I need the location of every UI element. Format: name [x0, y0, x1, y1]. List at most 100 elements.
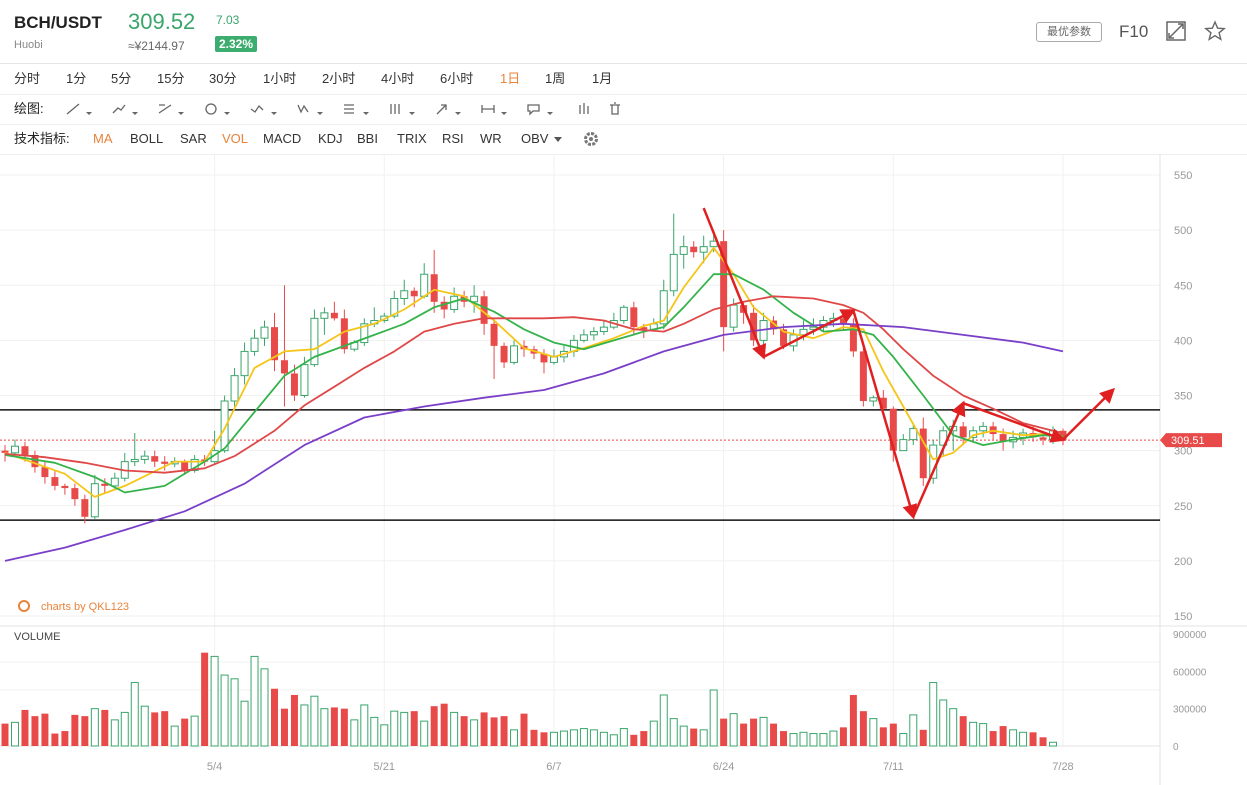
indicator-macd[interactable]: MACD: [263, 131, 302, 146]
period-tab[interactable]: 1小时: [263, 71, 297, 86]
volume-bar: [10, 721, 19, 747]
shape-tool-icon[interactable]: [200, 94, 234, 124]
volume-bar: [969, 721, 978, 747]
volume-bar: [909, 714, 918, 747]
candle: [250, 329, 259, 356]
period-tab[interactable]: 1月: [592, 71, 613, 86]
f10-button[interactable]: F10: [1119, 22, 1149, 41]
optimal-params-button[interactable]: 最优参数: [1036, 22, 1102, 42]
candle: [899, 434, 908, 452]
indicator-trix[interactable]: TRIX: [397, 131, 427, 146]
volume-bar: [510, 729, 519, 747]
candle: [750, 305, 758, 346]
star-icon[interactable]: [1204, 20, 1226, 42]
indicator-ma[interactable]: MA: [93, 131, 113, 146]
fib-tool-icon[interactable]: [339, 94, 373, 124]
period-tab[interactable]: 6小时: [440, 71, 474, 86]
candle-body: [290, 373, 298, 396]
period-tab[interactable]: 1分: [66, 71, 87, 86]
candle-body: [430, 274, 438, 302]
price-tick-label: 500: [1174, 225, 1192, 237]
candle: [140, 450, 149, 464]
measure-tool-icon[interactable]: [477, 94, 511, 124]
gann-tool-icon[interactable]: [385, 94, 419, 124]
period-tab[interactable]: 2小时: [322, 71, 356, 86]
indicator-bbi[interactable]: BBI: [357, 131, 378, 146]
indicator-obv[interactable]: OBV: [521, 131, 549, 146]
candle: [669, 213, 678, 297]
volume-bar: [460, 716, 468, 746]
candle: [230, 367, 239, 407]
volume-bar: [959, 716, 967, 746]
volume-bar: [120, 711, 129, 747]
candle-body: [1, 450, 9, 453]
candle-body: [440, 301, 448, 310]
ray-tool-icon[interactable]: [108, 94, 142, 124]
candle-body: [619, 306, 628, 322]
volume-bar: [81, 716, 89, 746]
obv-dropdown-icon[interactable]: [552, 133, 564, 145]
price-chart[interactable]: 550 500 450 400 350 300 250 200 150 900000 600000 3…: [0, 154, 1247, 785]
volume-bar: [520, 713, 528, 746]
indicator-kdj[interactable]: KDJ: [318, 131, 343, 146]
candle-body: [630, 307, 638, 328]
candle-body: [959, 426, 967, 438]
volume-bar: [579, 728, 588, 747]
candle-body: [780, 329, 788, 346]
candle-style-icon[interactable]: [574, 94, 608, 124]
volume-bar: [559, 730, 568, 747]
candle-body: [130, 458, 139, 463]
expand-icon[interactable]: [1165, 20, 1187, 42]
candle: [61, 483, 69, 495]
arrow-tool-icon[interactable]: [431, 94, 465, 124]
indicator-vol[interactable]: VOL: [222, 131, 249, 146]
price-tick-label: 200: [1174, 556, 1192, 568]
candle-body: [71, 488, 79, 500]
candle-body: [410, 290, 418, 297]
candle-body: [679, 246, 688, 255]
period-tab[interactable]: 5分: [111, 71, 132, 86]
candle-body: [320, 312, 329, 319]
candle-body: [151, 456, 159, 462]
pattern-tool-icon[interactable]: [293, 94, 327, 124]
volume-bar: [410, 711, 418, 746]
period-tab[interactable]: 分时: [14, 71, 41, 86]
candle-body: [360, 323, 369, 344]
text-tool-icon[interactable]: [523, 94, 557, 124]
indicator-boll[interactable]: BOLL: [130, 131, 164, 146]
trend-arrow: [912, 400, 966, 518]
candle-body: [889, 408, 897, 451]
candle: [959, 421, 967, 446]
indicator-sar[interactable]: SAR: [180, 131, 207, 146]
period-tab[interactable]: 30分: [209, 71, 237, 86]
volume-bar: [51, 733, 59, 746]
volume-bar: [71, 714, 79, 746]
period-tab[interactable]: 1日: [500, 71, 521, 86]
volume-bar: [340, 708, 348, 746]
period-tab[interactable]: 15分: [157, 71, 185, 86]
volume-bar: [470, 719, 479, 747]
volume-label: VOLUME: [14, 631, 60, 643]
candle: [240, 342, 249, 385]
period-tab[interactable]: 1周: [545, 71, 566, 86]
candle: [589, 327, 598, 341]
gear-icon[interactable]: [582, 130, 600, 148]
delete-icon[interactable]: [604, 94, 638, 124]
volume-bar: [181, 718, 189, 746]
candle: [720, 230, 728, 352]
candle-body: [10, 445, 19, 454]
price-axis: 550 500 450 400 350 300 250 200 150: [1174, 170, 1192, 623]
channel-tool-icon[interactable]: [154, 94, 188, 124]
indicator-rsi[interactable]: RSI: [442, 131, 464, 146]
volume-bar: [729, 713, 738, 747]
ma5-line: [4, 246, 1064, 498]
period-tab[interactable]: 4小时: [381, 71, 415, 86]
candles: [1, 213, 1067, 524]
price-tick-label: 250: [1174, 501, 1192, 513]
indicator-wr[interactable]: WR: [480, 131, 502, 146]
wave-tool-icon[interactable]: [247, 94, 281, 124]
line-tool-icon[interactable]: [62, 94, 96, 124]
volume-bar: [480, 712, 488, 746]
volume-bar: [849, 694, 857, 746]
volume-bar: [151, 712, 159, 746]
